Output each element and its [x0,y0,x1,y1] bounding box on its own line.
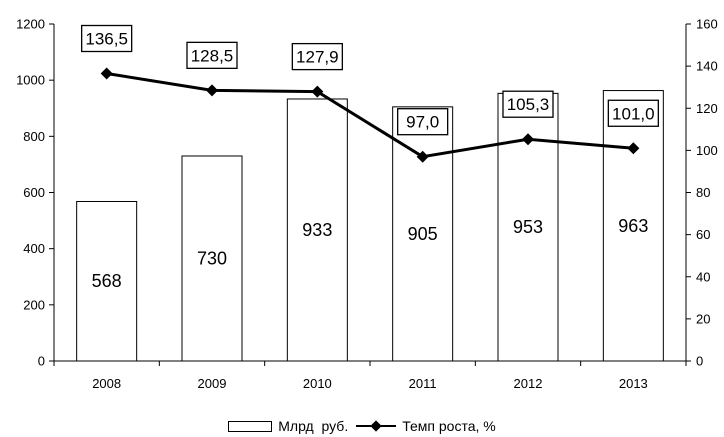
right-tick-label: 20 [696,311,710,326]
point-label-box [81,24,133,53]
x-tick-label: 2011 [409,376,437,391]
bar-value-label: 568 [92,271,122,291]
legend-item-line: Темп роста, % [356,418,496,434]
right-tick-label: 80 [696,185,710,200]
growth-rate-line [106,72,634,159]
bar-value-label: 953 [513,217,543,237]
bar-value-label: 905 [408,224,438,244]
legend-line-marker-icon [356,420,397,432]
bar-value-label: 933 [302,220,332,240]
x-tick-label: 2008 [92,376,121,391]
bar-value-label: 730 [197,248,227,268]
point-value-label: 128,5 [191,46,234,65]
bar-value-label: 963 [618,216,648,236]
left-tick-label: 200 [23,297,45,312]
bar [602,90,664,362]
legend-line-label: Темп роста, % [402,418,496,434]
bar [392,106,454,362]
legend: Млрд руб. Темп роста, % [0,416,724,436]
right-tick-label: 160 [696,17,718,32]
left-tick-label: 1200 [16,17,45,32]
point-label-box [502,90,554,118]
point-value-label: 136,5 [85,29,128,48]
right-tick-label: 40 [696,269,710,284]
point-marker [416,150,429,163]
combo-chart: 0 200 400 600 800 1000 1200 0 20 40 60 80 100 120 140… [16,17,718,392]
right-tick-label: 120 [696,101,718,116]
bar [181,155,243,362]
point-label-box [186,41,238,69]
x-tick-label: 2013 [619,376,648,391]
point-label-box [607,99,659,127]
legend-bar-label: Млрд руб. [278,418,349,434]
x-tick-label: 2010 [303,376,332,391]
right-axis: 0 20 40 60 80 100 120 140 160 [685,17,718,369]
point-value-label: 127,9 [296,48,339,67]
bar-series: 568 730 933 905 953 963 [76,90,664,362]
point-marker [100,67,113,80]
point-value-label: 105,3 [507,95,550,114]
point-marker [311,85,324,98]
bar [76,200,138,362]
left-tick-label: 800 [23,129,45,144]
left-tick-label: 600 [23,185,45,200]
line-series: 136,5 128,5 127,9 97,0 105,3 101,0 [81,24,659,163]
point-value-label: 97,0 [406,113,439,132]
point-label-box [291,42,343,71]
point-label-box [397,108,449,136]
left-axis: 0 200 400 600 800 1000 1200 [16,17,55,369]
legend-bar-swatch [228,420,273,432]
x-tick-label: 2012 [514,376,543,391]
legend-item-bars: Млрд руб. [228,418,348,434]
left-tick-label: 0 [38,354,45,369]
x-tick-label: 2009 [198,376,227,391]
x-axis: 2008 2009 2010 2011 2012 2013 [53,360,687,391]
point-marker [522,133,534,146]
right-tick-label: 60 [696,227,710,242]
left-tick-label: 400 [23,241,45,256]
right-tick-label: 100 [696,143,718,158]
point-marker [627,142,640,155]
right-tick-label: 0 [696,354,703,369]
point-value-label: 101,0 [612,104,655,123]
right-tick-label: 140 [696,59,718,74]
left-tick-label: 1000 [16,73,45,88]
bar [286,98,348,362]
point-marker [206,84,218,97]
